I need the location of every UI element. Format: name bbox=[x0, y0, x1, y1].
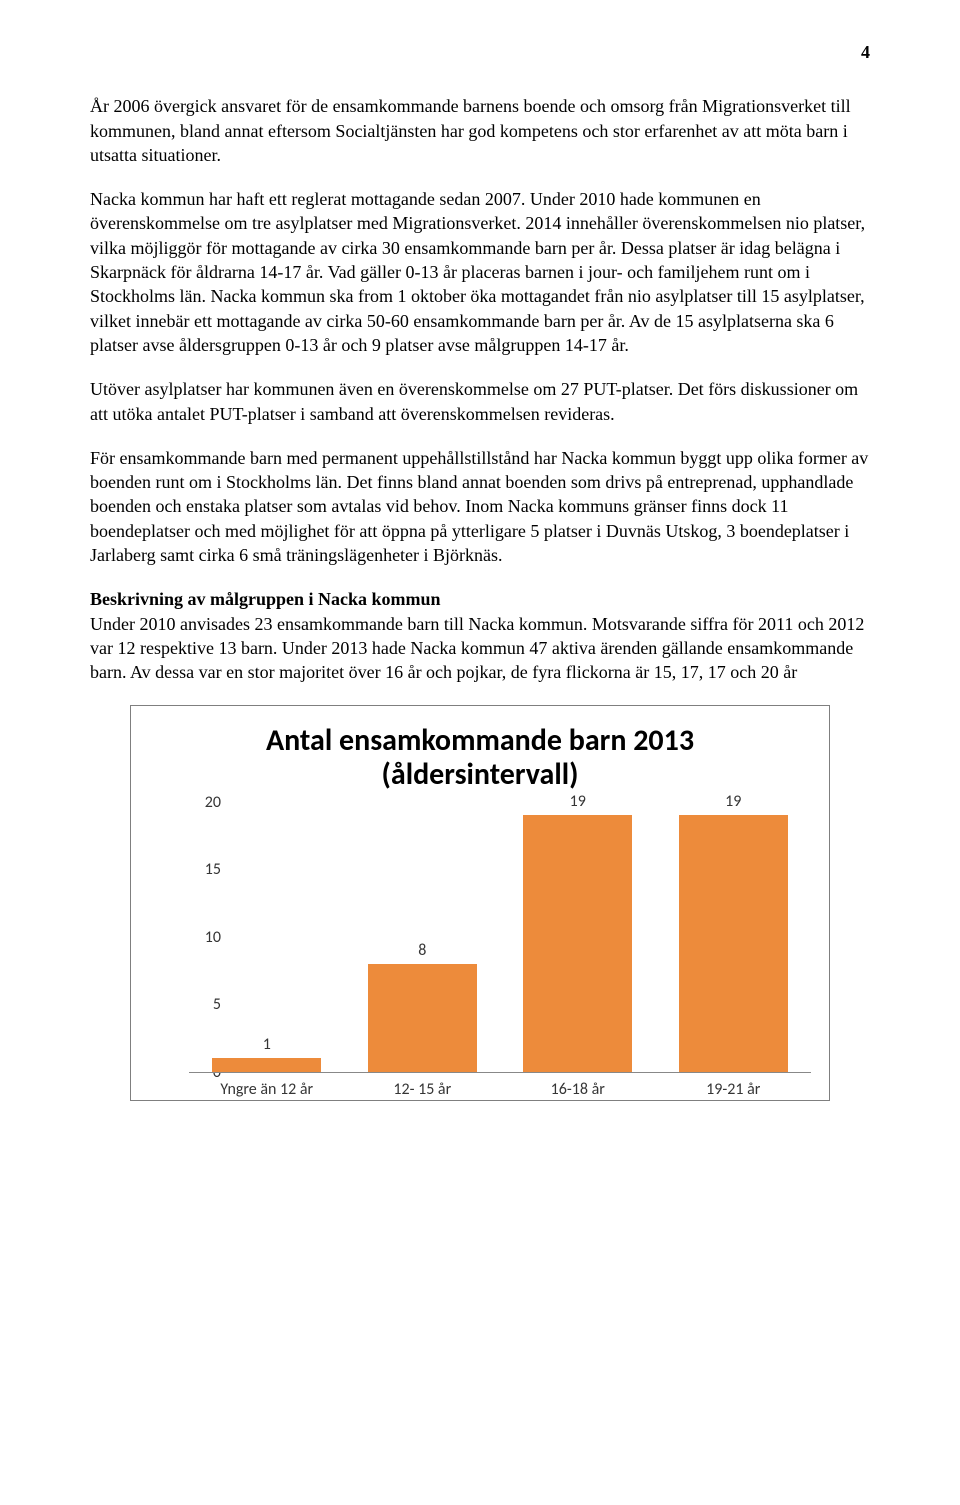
bar-value-label: 1 bbox=[263, 1034, 271, 1056]
bar-slot: 8 bbox=[345, 940, 501, 1072]
page-number: 4 bbox=[90, 40, 870, 64]
x-tick-label: 16-18 år bbox=[500, 1073, 656, 1101]
body-paragraph: Nacka kommun har haft ett reglerat motta… bbox=[90, 187, 870, 357]
bar-slot: 1 bbox=[189, 1034, 345, 1071]
bar-slot: 19 bbox=[500, 791, 656, 1071]
document-page: 4 År 2006 övergick ansvaret för de ensam… bbox=[0, 0, 960, 1141]
body-paragraph: Under 2010 anvisades 23 ensamkommande ba… bbox=[90, 612, 870, 685]
bar-slot: 19 bbox=[656, 791, 812, 1071]
x-tick-label: 12- 15 år bbox=[345, 1073, 501, 1101]
bar-value-label: 19 bbox=[725, 791, 741, 813]
bar bbox=[523, 815, 632, 1072]
section-heading: Beskrivning av målgruppen i Nacka kommun bbox=[90, 587, 870, 611]
chart-plot-area: 05101520 181919 bbox=[189, 803, 811, 1073]
body-paragraph: År 2006 övergick ansvaret för de ensamko… bbox=[90, 94, 870, 167]
bar-value-label: 19 bbox=[570, 791, 586, 813]
body-paragraph: Utöver asylplatser har kommunen även en … bbox=[90, 377, 870, 426]
bar-value-label: 8 bbox=[418, 940, 426, 962]
chart-title-line2: (åldersintervall) bbox=[382, 756, 579, 793]
body-paragraph: För ensamkommande barn med permanent upp… bbox=[90, 446, 870, 567]
bar bbox=[679, 815, 788, 1072]
chart-plot: 05101520 181919 Yngre än 12 år12- 15 år1… bbox=[149, 803, 811, 1101]
bar bbox=[212, 1058, 321, 1072]
chart-title-line1: Antal ensamkommande barn 2013 bbox=[266, 722, 694, 759]
chart-title: Antal ensamkommande barn 2013 (åldersint… bbox=[149, 724, 811, 793]
x-axis: Yngre än 12 år12- 15 år16-18 år19-21 år bbox=[189, 1073, 811, 1101]
bar-chart: Antal ensamkommande barn 2013 (åldersint… bbox=[130, 705, 830, 1102]
x-tick-label: 19-21 år bbox=[656, 1073, 812, 1101]
chart-bars: 181919 bbox=[189, 803, 811, 1073]
bar bbox=[368, 964, 477, 1072]
